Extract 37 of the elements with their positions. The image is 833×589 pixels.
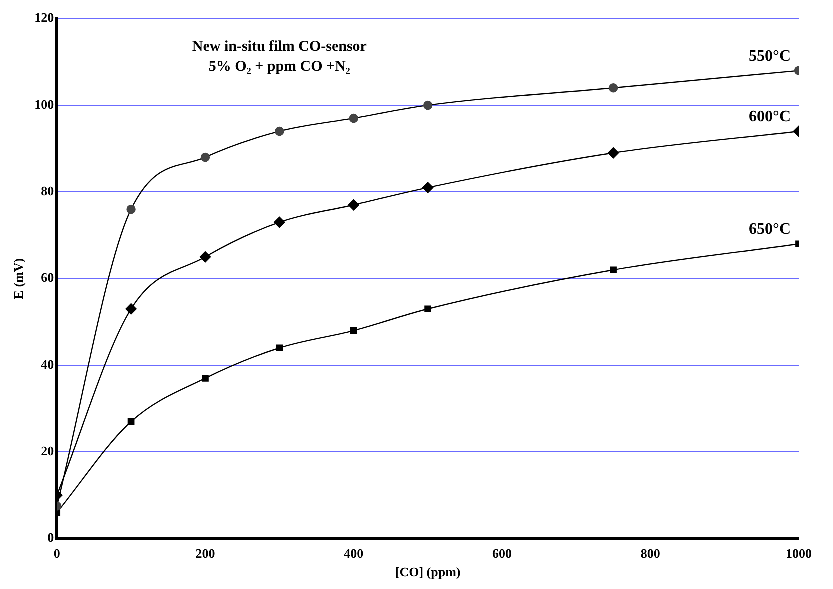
point bbox=[349, 114, 358, 124]
point bbox=[608, 148, 620, 159]
point bbox=[350, 327, 358, 334]
point bbox=[423, 100, 433, 110]
series-label: 550°C bbox=[749, 48, 791, 65]
point bbox=[276, 344, 284, 352]
point bbox=[128, 418, 135, 426]
series-label: 650°C bbox=[749, 221, 791, 238]
point bbox=[422, 182, 434, 194]
point bbox=[275, 126, 284, 136]
text: New in-situ film CO-sensor bbox=[192, 38, 368, 55]
series-label: 600°C bbox=[749, 108, 791, 126]
point bbox=[200, 252, 212, 263]
x-axis-title: [CO] (ppm) bbox=[395, 564, 461, 580]
point bbox=[610, 266, 617, 274]
point bbox=[348, 200, 360, 211]
point bbox=[126, 204, 136, 214]
y-tick-label: 60 bbox=[41, 270, 54, 286]
y-tick-label: 0 bbox=[48, 530, 54, 546]
y-tick-label: 40 bbox=[41, 356, 54, 372]
y-axis-title: E (mV) bbox=[11, 258, 26, 300]
point bbox=[608, 84, 618, 93]
point bbox=[202, 375, 209, 382]
text: 5% O₂ + ppm CO +N₂ bbox=[208, 58, 351, 75]
x-tick-label: 1000 bbox=[786, 546, 812, 561]
x-tick-label: 400 bbox=[344, 546, 364, 561]
point bbox=[200, 152, 210, 162]
point bbox=[126, 304, 137, 315]
y-tick-label: 120 bbox=[34, 10, 54, 26]
point bbox=[424, 306, 432, 313]
x-tick-label: 600 bbox=[492, 546, 512, 561]
x-tick-label: 800 bbox=[640, 546, 660, 561]
y-tick-label: 100 bbox=[34, 96, 54, 112]
y-tick-label: 20 bbox=[41, 443, 54, 458]
x-tick-label: 200 bbox=[196, 546, 216, 561]
point bbox=[274, 216, 286, 228]
y-tick-label: 80 bbox=[41, 183, 54, 198]
